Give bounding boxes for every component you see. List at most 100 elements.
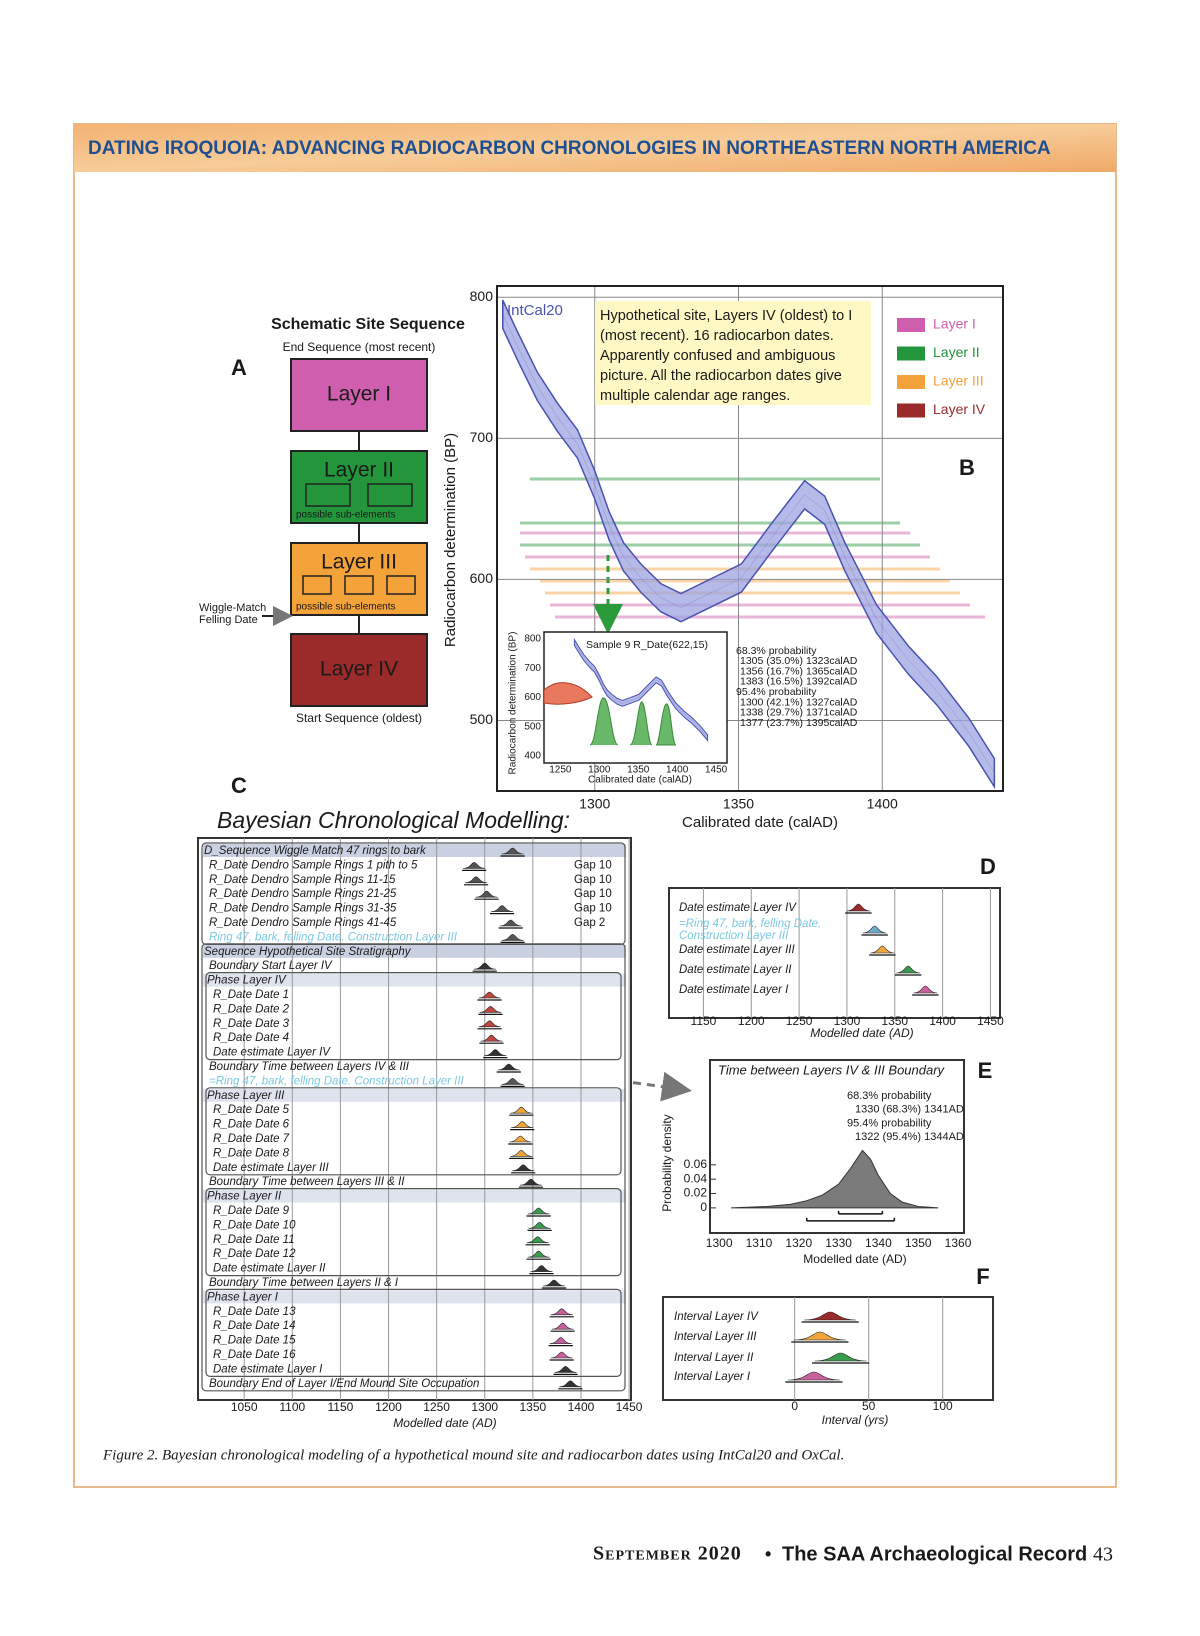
x-tick-label: 1150 bbox=[328, 1400, 354, 1414]
sub-element bbox=[302, 575, 332, 595]
row-label: Phase Layer I bbox=[207, 1291, 279, 1303]
row-label: Date estimate Layer III bbox=[213, 1162, 329, 1174]
row-label: R_Date Dendro Sample Rings 21-25 bbox=[209, 888, 397, 900]
posterior bbox=[512, 1164, 535, 1172]
row-label: R_Date Date 1 bbox=[213, 989, 289, 1001]
probability-line: 1300 (42.1%) 1327calAD bbox=[740, 696, 858, 708]
wiggle-label: Wiggle-Match bbox=[199, 602, 266, 614]
group-box bbox=[205, 1288, 622, 1378]
x-tick-label: 1360 bbox=[945, 1236, 972, 1250]
posterior bbox=[543, 1279, 566, 1287]
posterior bbox=[526, 1236, 549, 1244]
panel-title: Schematic Site Sequence bbox=[271, 316, 465, 333]
row-label: R_Date Date 6 bbox=[213, 1119, 290, 1131]
posterior bbox=[814, 1352, 867, 1362]
row-label: R_Date Date 16 bbox=[213, 1349, 296, 1361]
row-label: Interval Layer II bbox=[674, 1352, 754, 1364]
header-band bbox=[74, 124, 1116, 172]
panel-title: Bayesian Chronological Modelling: bbox=[217, 807, 570, 833]
y-tick-label: 0.02 bbox=[684, 1186, 708, 1200]
layer-box bbox=[290, 633, 428, 707]
x-tick-label: 1450 bbox=[616, 1400, 643, 1414]
posterior bbox=[846, 903, 871, 912]
panel-letter: C bbox=[231, 773, 247, 798]
x-tick-label: 1320 bbox=[785, 1236, 812, 1250]
row-label: Date estimate Layer III bbox=[679, 944, 795, 956]
x-tick-label: 1350 bbox=[905, 1236, 932, 1250]
x-tick-label: 1400 bbox=[867, 796, 898, 812]
x-tick-label: 1350 bbox=[723, 796, 754, 812]
posterior bbox=[862, 925, 887, 934]
sub-element bbox=[386, 575, 416, 595]
posterior bbox=[550, 1351, 573, 1359]
posterior bbox=[501, 1078, 524, 1085]
row-label: R_Date Dendro Sample Rings 11-15 bbox=[209, 874, 396, 886]
group-box bbox=[201, 842, 626, 946]
y-axis-label: Radiocarbon determination (BP) bbox=[508, 632, 519, 775]
x-tick-label: 1310 bbox=[746, 1236, 773, 1250]
x-tick-label: 1200 bbox=[738, 1014, 765, 1028]
sub-element bbox=[305, 483, 351, 507]
gap-label: Gap 10 bbox=[574, 859, 612, 871]
posterior bbox=[528, 1222, 551, 1229]
note-line: multiple calendar age ranges. bbox=[600, 388, 790, 404]
row-label: Sequence Hypothetical Site Stratigraphy bbox=[204, 946, 412, 958]
posterior bbox=[554, 1366, 577, 1373]
posterior bbox=[463, 862, 486, 869]
row-band bbox=[203, 973, 626, 987]
probability-line: 1330 (68.3%) 1341AD bbox=[855, 1104, 964, 1116]
y-tick-label: 800 bbox=[470, 288, 494, 304]
probability-line: 1377 (23.7%) 1395calAD bbox=[740, 717, 858, 729]
x-tick-label: 1350 bbox=[520, 1400, 547, 1414]
row-label: Boundary Time between Layers III & II bbox=[209, 1176, 405, 1188]
x-tick-label: 1300 bbox=[579, 796, 610, 812]
plot-frame bbox=[668, 887, 1001, 1019]
posterior bbox=[530, 1265, 553, 1272]
curve-label: IntCal20 bbox=[507, 302, 563, 319]
row-label: R_Date Date 11 bbox=[213, 1234, 295, 1246]
x-tick-label: 100 bbox=[933, 1399, 953, 1413]
x-tick-label: 1350 bbox=[881, 1014, 908, 1028]
y-axis-label: Probability density bbox=[660, 1114, 674, 1211]
row-label: R_Date Date 2 bbox=[213, 1003, 290, 1015]
probability-line: 1322 (95.4%) 1344AD bbox=[855, 1131, 964, 1143]
row-label: Date estimate Layer I bbox=[679, 984, 789, 996]
note: Start Sequence (oldest) bbox=[296, 711, 422, 725]
row-label: Date estimate Layer II bbox=[213, 1263, 326, 1275]
row-label: R_Date Date 9 bbox=[213, 1205, 290, 1217]
posterior bbox=[793, 1331, 846, 1341]
footer-publication: The SAA Archaeological Record bbox=[782, 1543, 1087, 1565]
layer-label: Layer III bbox=[321, 551, 397, 574]
header-title: DATING IROQUOIA: ADVANCING RADIOCARBON C… bbox=[88, 138, 1051, 159]
row-label: R_Date Date 4 bbox=[213, 1032, 289, 1044]
row-label: Date estimate Layer I bbox=[213, 1363, 323, 1375]
posterior bbox=[550, 1308, 573, 1316]
legend-label: Layer I bbox=[933, 316, 976, 332]
footer-separator: • bbox=[765, 1544, 771, 1564]
row-label: Construction Layer III bbox=[679, 930, 789, 942]
sub-element bbox=[344, 575, 374, 595]
panel-letter: D bbox=[980, 854, 996, 879]
x-axis-label: Calibrated date (calAD) bbox=[682, 814, 838, 831]
x-tick-label: 1250 bbox=[786, 1014, 813, 1028]
x-tick-label: 1450 bbox=[705, 765, 728, 776]
x-tick-label: 1400 bbox=[929, 1014, 956, 1028]
x-tick-label: 1300 bbox=[834, 1014, 861, 1028]
row-label: R_Date Date 12 bbox=[213, 1248, 296, 1260]
note-line: Hypothetical site, Layers IV (oldest) to… bbox=[600, 308, 852, 324]
row-label: =Ring 47, bark, felling Date, bbox=[679, 918, 821, 930]
sub-label: possible sub-elements bbox=[296, 510, 396, 521]
x-tick-label: 1340 bbox=[865, 1236, 892, 1250]
y-axis-label: Radiocarbon determination (BP) bbox=[442, 433, 459, 647]
row-label: R_Date Dendro Sample Rings 1 pith to 5 bbox=[209, 859, 418, 871]
y-tick-label: 600 bbox=[470, 570, 494, 586]
sample-distribution bbox=[544, 682, 593, 705]
inset-title: Sample 9 R_Date(622,15) bbox=[586, 639, 708, 651]
y-tick-label: 700 bbox=[524, 663, 541, 674]
x-tick-label: 1450 bbox=[977, 1014, 1004, 1028]
x-tick-label: 1330 bbox=[825, 1236, 852, 1250]
gap-label: Gap 10 bbox=[574, 888, 612, 900]
row-label: Phase Layer III bbox=[207, 1090, 285, 1102]
probability-line: 95.4% probability bbox=[847, 1117, 932, 1129]
